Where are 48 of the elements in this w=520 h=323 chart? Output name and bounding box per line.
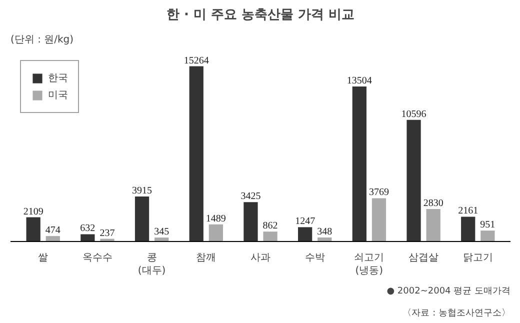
bar — [244, 202, 258, 242]
x-tick-label: 닭고기 — [462, 252, 493, 264]
x-tick-label: 옥수수 — [82, 252, 112, 264]
x-tick-label: 수박 — [304, 252, 325, 264]
data-label: 862 — [262, 220, 278, 232]
data-label: 237 — [100, 228, 115, 239]
data-label: 3769 — [368, 187, 389, 198]
bar — [298, 227, 312, 242]
text: 〈자료 : 농협조사연구소〉 — [402, 308, 511, 318]
bar — [134, 196, 150, 242]
x-tick-label: 참깨 — [196, 252, 216, 264]
data-label: 3425 — [240, 191, 261, 202]
data-label: 632 — [80, 223, 96, 234]
bar — [46, 236, 60, 242]
data-label: 348 — [317, 226, 332, 238]
chart-subtitle: (단위 : 원/kg) — [10, 34, 74, 46]
data-label: 474 — [45, 225, 60, 236]
bar — [80, 234, 95, 242]
bar — [189, 66, 204, 242]
data-label: 1489 — [206, 213, 226, 224]
x-tick-label: 삼겹살 — [408, 252, 439, 264]
legend-label: 한국 — [48, 72, 68, 85]
x-tick-label: 콩 (대두) — [138, 252, 166, 277]
bar — [352, 86, 366, 242]
bar — [263, 232, 278, 242]
bar — [372, 198, 386, 242]
bar — [208, 224, 223, 242]
text: ● 2002~2004 평균 도매가격 — [386, 286, 511, 296]
data-label: 15264 — [184, 55, 209, 66]
bar — [26, 217, 40, 242]
data-label: 3915 — [132, 186, 152, 197]
data-label: 1247 — [295, 216, 316, 228]
chart-title: 한 · 미 주요 농축산물 가격 비교 — [166, 8, 355, 22]
data-label: 2830 — [423, 198, 444, 210]
bar — [426, 209, 440, 242]
bar — [461, 216, 476, 242]
x-tick-label: 쌀 — [38, 252, 48, 264]
data-label: 345 — [154, 226, 170, 238]
data-label: 13504 — [346, 75, 372, 86]
bar — [480, 230, 495, 242]
bar — [406, 120, 421, 242]
data-label: 2109 — [23, 206, 44, 218]
data-label: 951 — [480, 220, 496, 231]
x-tick-label: 쇠고기 (냉동) — [354, 252, 384, 277]
x-tick-label: 사과 — [250, 252, 270, 264]
data-label: 10596 — [401, 108, 426, 120]
data-label: 2161 — [458, 206, 478, 217]
legend-label: 미국 — [48, 89, 68, 102]
